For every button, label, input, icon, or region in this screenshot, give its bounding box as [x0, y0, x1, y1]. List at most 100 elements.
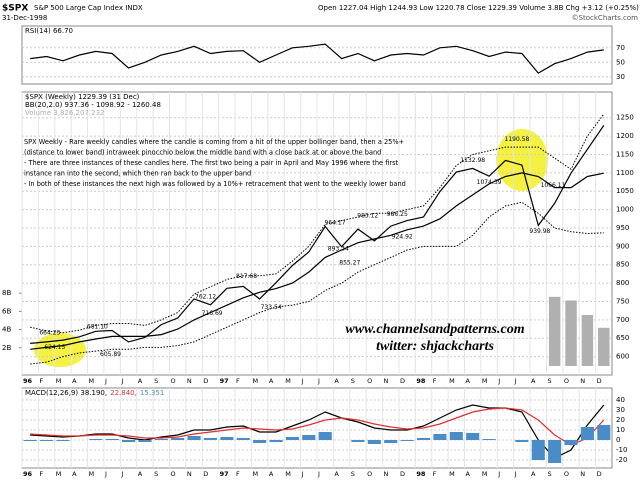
y-tick-label: 700	[616, 316, 629, 324]
x-tick-label: A	[531, 377, 536, 385]
histogram-bar	[171, 438, 185, 440]
legend-entry: BB(20,2.0) 937.36 - 1098.92 - 1260.48	[25, 101, 161, 109]
price-annotation: 624.15	[44, 344, 65, 351]
x-tick-label: F	[433, 470, 437, 478]
price-annotation: 1132.98	[460, 157, 485, 164]
y-tick-label: 20	[616, 416, 625, 424]
x-tick-label: 97	[220, 470, 229, 478]
x-tick-label: J	[301, 470, 304, 478]
histogram-bar	[236, 438, 250, 440]
date: 31-Dec-1998	[2, 14, 47, 22]
x-tick-label: F	[39, 377, 43, 385]
note-line: SPX Weekly - Rare weekly candles where t…	[24, 138, 404, 146]
y-tick-label: 600	[616, 353, 629, 361]
price-annotation: 964.17	[325, 219, 346, 226]
y-tick-label: -20	[616, 456, 627, 464]
source: ©StockCharts.com	[572, 14, 639, 22]
histogram-bar	[597, 425, 611, 440]
note-line: - In both of these instances the next hi…	[24, 180, 406, 188]
x-tick-label: A	[269, 470, 274, 478]
histogram-bar	[203, 438, 218, 440]
x-tick-label: A	[72, 470, 77, 478]
index-name: S&P 500 Large Cap Index INDX	[34, 4, 143, 12]
y-tick-label: 30	[616, 406, 625, 414]
histogram-bar	[466, 433, 480, 440]
price-annotation: 1066.11	[541, 182, 566, 189]
x-tick-label: A	[138, 470, 143, 478]
rsi-panel	[21, 25, 613, 85]
y-tick-label: 1150	[616, 150, 634, 158]
volume-bar	[565, 300, 577, 366]
x-tick-label: O	[171, 377, 176, 385]
y-tick-label: 70	[616, 44, 625, 52]
price-annotation: 924.92	[392, 234, 413, 241]
line	[30, 172, 604, 350]
y-tick-label: 1250	[616, 114, 634, 122]
y-tick-label: 850	[616, 261, 629, 269]
histogram-bar	[515, 440, 529, 442]
x-tick-label: D	[597, 470, 602, 478]
histogram-bar	[121, 440, 136, 442]
y-tick-label: 750	[616, 297, 629, 305]
symbol: $SPX	[2, 4, 28, 14]
y-tick-label: 650	[616, 334, 629, 342]
histogram-bar	[138, 440, 152, 442]
x-tick-label: J	[497, 377, 500, 385]
x-tick-label: M	[449, 470, 455, 478]
histogram-bar	[269, 440, 283, 442]
x-tick-label: J	[120, 470, 123, 478]
line	[30, 125, 605, 344]
histogram-bar	[580, 427, 594, 440]
x-tick-label: A	[72, 377, 77, 385]
x-tick-label: F	[39, 470, 43, 478]
note-line: instance ran into the second, which then…	[24, 170, 251, 178]
price-annotation: 716.69	[202, 310, 223, 317]
x-tick-label: A	[531, 470, 536, 478]
y-tick-label: 800	[616, 279, 629, 287]
y-tick-label: 10	[616, 426, 625, 434]
x-tick-label: S	[351, 377, 355, 385]
y-tick-label: 0	[616, 436, 620, 444]
x-tick-label: D	[400, 377, 405, 385]
histogram-bar	[433, 434, 447, 440]
x-tick-label: N	[187, 470, 192, 478]
x-tick-label: F	[236, 377, 240, 385]
histogram-bar	[449, 432, 463, 440]
x-tick-label: A	[334, 377, 339, 385]
x-tick-label: 96	[23, 377, 33, 385]
x-tick-label: J	[104, 470, 107, 478]
histogram-bar	[416, 438, 431, 440]
histogram-bar	[531, 440, 545, 460]
x-tick-label: D	[203, 377, 208, 385]
x-tick-label: M	[285, 470, 291, 478]
y-tick-label: 1050	[616, 187, 634, 195]
y-tick-label: 900	[616, 242, 629, 250]
volume-bar	[581, 315, 594, 366]
price-annotation: 762.12	[195, 294, 216, 301]
y2-tick-label: 6B	[2, 307, 11, 315]
histogram-bar	[40, 440, 54, 441]
x-tick-label: J	[317, 470, 320, 478]
x-tick-label: D	[400, 470, 405, 478]
x-tick-label: A	[334, 470, 339, 478]
x-tick-label: F	[433, 377, 437, 385]
y-tick-label: 50	[616, 58, 625, 66]
histogram-bar	[220, 437, 234, 440]
note-line: - There are three instances of these can…	[24, 159, 399, 167]
y-tick-label: 1000	[616, 206, 634, 214]
histogram-bar	[318, 432, 332, 440]
line	[30, 201, 604, 365]
x-tick-label: M	[449, 377, 455, 385]
price-annotation: 983.12	[357, 212, 378, 219]
y-tick-label: 1200	[616, 132, 634, 140]
x-tick-label: S	[547, 470, 551, 478]
x-tick-label: A	[269, 377, 274, 385]
x-tick-label: N	[580, 470, 585, 478]
y2-tick-label: 8B	[2, 289, 11, 297]
histogram-bar	[285, 437, 299, 440]
price-annotation: 681.10	[87, 323, 108, 330]
y2-tick-label: 2B	[2, 344, 11, 352]
price-annotation: 605.89	[100, 351, 121, 358]
x-tick-label: J	[301, 377, 304, 385]
x-tick-label: S	[154, 470, 158, 478]
